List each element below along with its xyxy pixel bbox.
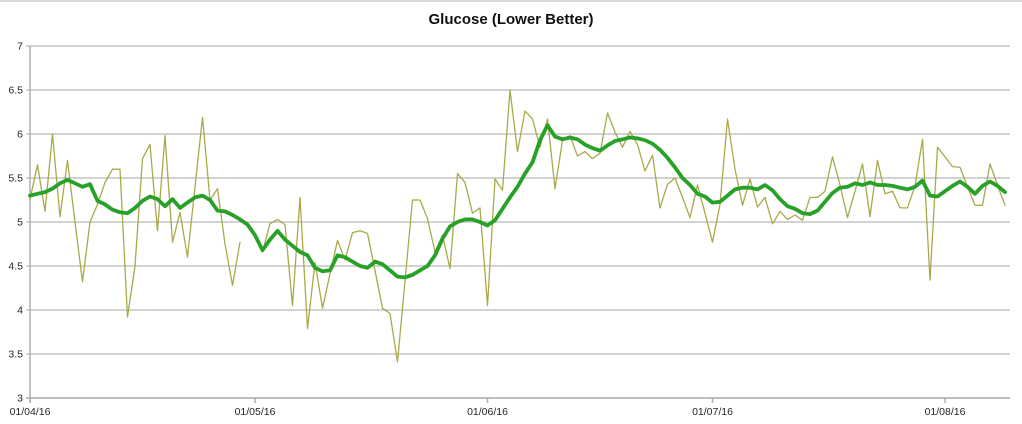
series-group — [28, 89, 1007, 363]
y-axis-tick-label: 3 — [17, 393, 23, 405]
axes-group — [26, 46, 1010, 403]
daily-series-line — [29, 89, 1006, 363]
y-axis-tick-label: 4.5 — [8, 261, 23, 273]
x-axis-tick-label: 01/05/16 — [235, 406, 276, 418]
y-axis-tick-label: 6 — [17, 129, 23, 141]
y-axis-tick-label: 5 — [17, 217, 23, 229]
chart-title: Glucose (Lower Better) — [428, 11, 593, 28]
gridlines-group — [26, 45, 1010, 399]
y-axis-tick-label: 3.5 — [8, 349, 23, 361]
y-axis-tick-label: 6.5 — [8, 85, 23, 97]
x-axis-tick-label: 01/08/16 — [925, 406, 966, 418]
y-axis-tick-label: 4 — [17, 305, 23, 317]
x-axis-tick-label: 01/04/16 — [10, 406, 51, 418]
average-series-line — [28, 123, 1007, 280]
x-axis-tick-label: 01/06/16 — [467, 406, 508, 418]
y-axis-tick-label: 5.5 — [8, 173, 23, 185]
x-axis-tick-label: 01/07/16 — [692, 406, 733, 418]
y-axis-tick-label: 7 — [17, 41, 23, 53]
axis-labels-group: 3 3.5 4 4.5 5 5.5 6 6.5 7 01/04/16 01/05/16 01/06/1… — [8, 41, 965, 419]
